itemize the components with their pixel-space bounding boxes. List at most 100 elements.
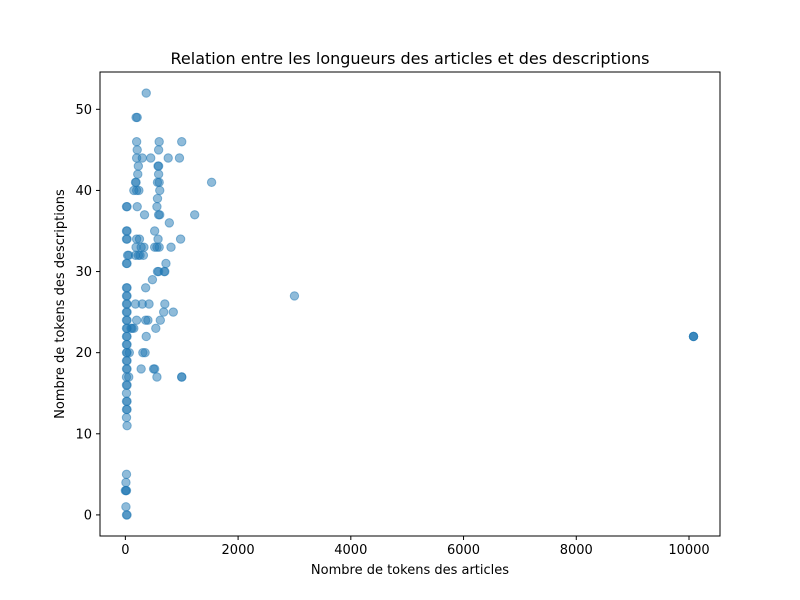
- points-layer: [120, 88, 699, 520]
- data-point: [155, 315, 166, 325]
- x-tick-label: 8000: [560, 543, 593, 558]
- x-tick-label: 10000: [668, 543, 709, 558]
- x-axis: 0 2000 4000 6000 8000 10000: [121, 536, 710, 558]
- data-point: [688, 331, 699, 342]
- data-point: [132, 201, 142, 212]
- data-point: [122, 420, 132, 431]
- data-point: [152, 266, 163, 277]
- data-point: [121, 388, 132, 398]
- data-point: [131, 112, 141, 123]
- data-point: [152, 177, 163, 188]
- data-point: [146, 153, 156, 163]
- data-point: [122, 283, 132, 293]
- data-point: [121, 469, 132, 480]
- data-point: [148, 364, 159, 374]
- y-tick-label: 0: [84, 508, 92, 523]
- data-point: [124, 372, 134, 382]
- y-tick-label: 30: [75, 265, 92, 280]
- data-point: [122, 396, 132, 407]
- x-axis-label: Nombre de tokens des articles: [311, 563, 509, 578]
- data-point: [132, 145, 142, 155]
- data-point: [141, 331, 151, 342]
- y-tick-label: 20: [75, 346, 92, 361]
- y-tick-label: 40: [75, 184, 92, 199]
- data-point: [133, 161, 144, 171]
- data-point: [161, 258, 171, 269]
- data-point: [140, 283, 151, 293]
- data-point: [149, 242, 160, 252]
- data-point: [122, 299, 132, 309]
- data-point: [122, 404, 132, 415]
- data-point: [121, 502, 131, 512]
- y-tick-label: 10: [75, 427, 92, 442]
- data-point: [160, 299, 170, 309]
- data-point: [121, 485, 132, 496]
- data-point: [121, 477, 131, 488]
- data-point: [136, 364, 146, 374]
- data-point: [121, 412, 132, 423]
- x-tick-label: 2000: [222, 543, 255, 558]
- data-point: [122, 339, 132, 350]
- data-point: [122, 307, 132, 317]
- data-point: [140, 315, 151, 325]
- data-point: [122, 331, 132, 342]
- data-point: [141, 88, 151, 98]
- data-point: [163, 153, 173, 163]
- data-point: [122, 291, 132, 301]
- data-point: [122, 380, 132, 390]
- data-point: [153, 169, 164, 179]
- data-point: [153, 210, 164, 220]
- data-point: [152, 201, 162, 212]
- data-point: [177, 372, 187, 382]
- data-point: [158, 307, 169, 317]
- data-point: [122, 258, 132, 269]
- data-point: [152, 372, 162, 382]
- data-point: [153, 234, 163, 244]
- data-point: [153, 161, 163, 171]
- data-point: [206, 177, 217, 188]
- data-point: [155, 185, 165, 196]
- data-point: [149, 226, 160, 236]
- y-tick-label: 50: [75, 103, 92, 118]
- data-point: [168, 307, 178, 317]
- data-point: [124, 347, 135, 358]
- data-point: [121, 234, 132, 244]
- data-point: [122, 510, 132, 520]
- data-point: [289, 291, 300, 301]
- data-point: [138, 347, 148, 358]
- data-point: [147, 274, 158, 285]
- data-point: [131, 315, 142, 325]
- data-point: [130, 299, 141, 309]
- data-point: [130, 177, 141, 188]
- data-point: [131, 242, 141, 252]
- data-point: [121, 226, 132, 236]
- data-point: [133, 169, 143, 179]
- chart-title: Relation entre les longueurs des article…: [171, 49, 650, 68]
- x-tick-label: 6000: [447, 543, 480, 558]
- plot-frame: [99, 71, 721, 537]
- data-point: [189, 210, 200, 220]
- x-tick-label: 4000: [334, 543, 367, 558]
- x-tick-label: 0: [121, 543, 129, 558]
- data-point: [131, 137, 142, 147]
- data-point: [151, 323, 161, 334]
- y-axis-label: Nombre de tokens des descriptions: [53, 189, 68, 419]
- data-point: [122, 250, 133, 261]
- data-point: [166, 242, 176, 252]
- data-point: [129, 185, 139, 196]
- data-point: [175, 234, 186, 244]
- data-point: [152, 193, 163, 204]
- data-point: [139, 210, 150, 220]
- data-point: [122, 356, 132, 366]
- y-axis: 0 10 20 30 40 50: [75, 103, 100, 523]
- data-point: [131, 234, 142, 244]
- data-point: [153, 145, 164, 155]
- data-point: [174, 153, 185, 163]
- data-point: [122, 315, 132, 325]
- data-point: [122, 323, 132, 334]
- data-point: [131, 153, 142, 163]
- data-point: [177, 137, 187, 147]
- data-point: [121, 201, 132, 212]
- data-point: [122, 364, 132, 374]
